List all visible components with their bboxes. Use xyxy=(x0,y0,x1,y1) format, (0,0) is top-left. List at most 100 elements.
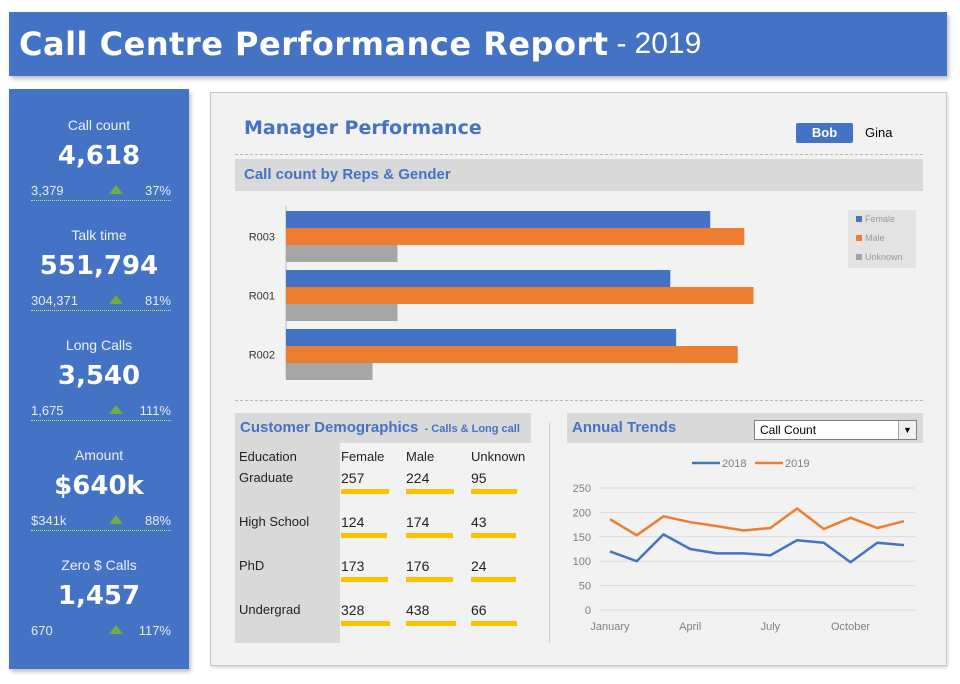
category-label: R002 xyxy=(249,350,275,362)
kpi-change: 111% xyxy=(139,403,171,418)
kpi-comparison: 3,379 37% xyxy=(31,181,171,201)
kpi-value: 551,794 xyxy=(39,251,159,281)
bar-female-r001 xyxy=(286,270,671,287)
legend-label: Female xyxy=(865,214,896,224)
kpi-value: $640k xyxy=(54,471,144,501)
cell-value: 124 xyxy=(341,514,365,530)
legend-swatch xyxy=(856,254,862,260)
legend-label: Unknown xyxy=(865,252,903,262)
metric-dropdown[interactable]: Call Count ▼ xyxy=(754,420,917,440)
report-year: 2019 xyxy=(634,27,702,60)
cell-data-bar xyxy=(341,489,389,494)
kpi-zero-calls: Zero $ Calls 1,457 670 117% xyxy=(9,529,189,639)
kpi-amount: Amount $640k $341k 88% xyxy=(9,419,189,531)
kpi-long-calls: Long Calls 3,540 1,675 111% xyxy=(9,309,189,421)
kpi-label: Call count xyxy=(67,117,131,133)
demographics-title: Customer Demographics xyxy=(240,419,419,436)
bar-unknown-r002 xyxy=(286,363,373,380)
kpi-label: Zero $ Calls xyxy=(61,557,137,573)
line-series-2019 xyxy=(609,507,905,537)
row-label: Graduate xyxy=(239,470,294,485)
annual-trends-line-chart: 0 50 100 150 200 250 January April July October 20… xyxy=(573,458,915,633)
legend-item-female: Female xyxy=(856,214,895,224)
row-label: PhD xyxy=(239,558,265,573)
cell-value: 24 xyxy=(471,558,487,574)
section-divider xyxy=(549,423,550,643)
x-tick-label: October xyxy=(831,621,870,633)
cell-value: 438 xyxy=(406,602,430,618)
bar-unknown-r003 xyxy=(286,245,398,262)
dropdown-value: Call Count xyxy=(760,423,817,437)
category-label: R001 xyxy=(249,291,275,303)
kpi-comparison: $341k 88% xyxy=(31,511,171,531)
kpi-call-count: Call count 4,618 3,379 37% xyxy=(9,89,189,201)
cell-data-bar xyxy=(471,533,516,538)
cell-value: 224 xyxy=(406,470,430,486)
kpi-comparison: 1,675 111% xyxy=(31,401,171,421)
cell-value: 173 xyxy=(341,558,365,574)
legend-swatch xyxy=(856,216,862,222)
kpi-comparison: 304,371 81% xyxy=(31,291,171,311)
kpi-comparison: 670 117% xyxy=(31,621,171,641)
y-tick-label: 250 xyxy=(573,483,591,495)
category-label: R003 xyxy=(249,232,275,244)
up-arrow-icon xyxy=(109,185,123,194)
slicer-item-gina[interactable]: Gina xyxy=(865,125,893,140)
cell-data-bar xyxy=(471,489,517,494)
up-arrow-icon xyxy=(109,295,123,304)
bar-chart-legend: Female Male Unknown xyxy=(848,210,916,268)
divider xyxy=(235,400,923,401)
x-tick-label: July xyxy=(761,621,781,633)
reps-section-header: Call count by Reps & Gender xyxy=(235,159,923,191)
cell-value: 43 xyxy=(471,514,487,530)
cell-value: 328 xyxy=(341,602,365,618)
divider xyxy=(235,154,923,155)
panel-title: Manager Performance xyxy=(244,117,482,139)
column-header: Male xyxy=(406,449,435,464)
report-title: Call Centre Performance Report xyxy=(19,25,609,63)
x-tick-label: April xyxy=(679,621,701,633)
demographics-header: Customer Demographics - Calls & Long cal… xyxy=(235,413,531,443)
slicer-item-bob[interactable]: Bob xyxy=(796,123,853,143)
kpi-talk-time: Talk time 551,794 304,371 81% xyxy=(9,199,189,311)
kpi-change: 37% xyxy=(144,183,171,198)
cell-value: 176 xyxy=(406,558,430,574)
cell-data-bar xyxy=(471,577,516,582)
up-arrow-icon xyxy=(109,515,123,524)
cell-value: 95 xyxy=(471,470,487,486)
cell-data-bar xyxy=(341,533,387,538)
y-tick-label: 200 xyxy=(573,507,591,519)
chevron-down-icon[interactable]: ▼ xyxy=(898,421,916,439)
kpi-change: 117% xyxy=(138,623,171,638)
bar-male-r002 xyxy=(286,346,738,363)
cell-data-bar xyxy=(471,621,517,626)
kpi-label: Long Calls xyxy=(65,337,133,353)
up-arrow-icon xyxy=(109,625,123,634)
demographics-subtitle: - Calls & Long call xyxy=(424,423,520,435)
cell-data-bar xyxy=(406,533,453,538)
bar-female-r003 xyxy=(286,211,711,228)
kpi-change: 81% xyxy=(144,293,171,308)
line-series-2018 xyxy=(609,533,905,564)
y-tick-label: 100 xyxy=(573,556,591,568)
kpi-value: 3,540 xyxy=(57,361,141,391)
cell-data-bar xyxy=(406,577,453,582)
bar-female-r002 xyxy=(286,329,677,346)
kpi-sidebar: Call count 4,618 3,379 37% Talk time 551… xyxy=(9,89,189,669)
manager-performance-panel: Manager Performance Bob Gina Call count … xyxy=(210,92,947,666)
row-label: Undergrad xyxy=(239,602,301,617)
kpi-previous: 670 xyxy=(31,623,53,638)
demographics-table: Education Female Male Unknown Graduate 25… xyxy=(235,443,531,643)
legend-label: Male xyxy=(865,233,885,243)
cell-value: 257 xyxy=(341,470,365,486)
legend-item-unknown: Unknown xyxy=(856,252,903,262)
kpi-previous: $341k xyxy=(31,513,67,528)
legend-swatch xyxy=(856,235,862,241)
kpi-value: 1,457 xyxy=(57,581,141,611)
row-label-column xyxy=(235,443,340,643)
y-tick-label: 50 xyxy=(579,581,591,593)
legend-label: 2018 xyxy=(722,458,746,470)
kpi-previous: 3,379 xyxy=(31,183,64,198)
cell-value: 66 xyxy=(471,602,487,618)
kpi-value: 4,618 xyxy=(57,141,141,171)
